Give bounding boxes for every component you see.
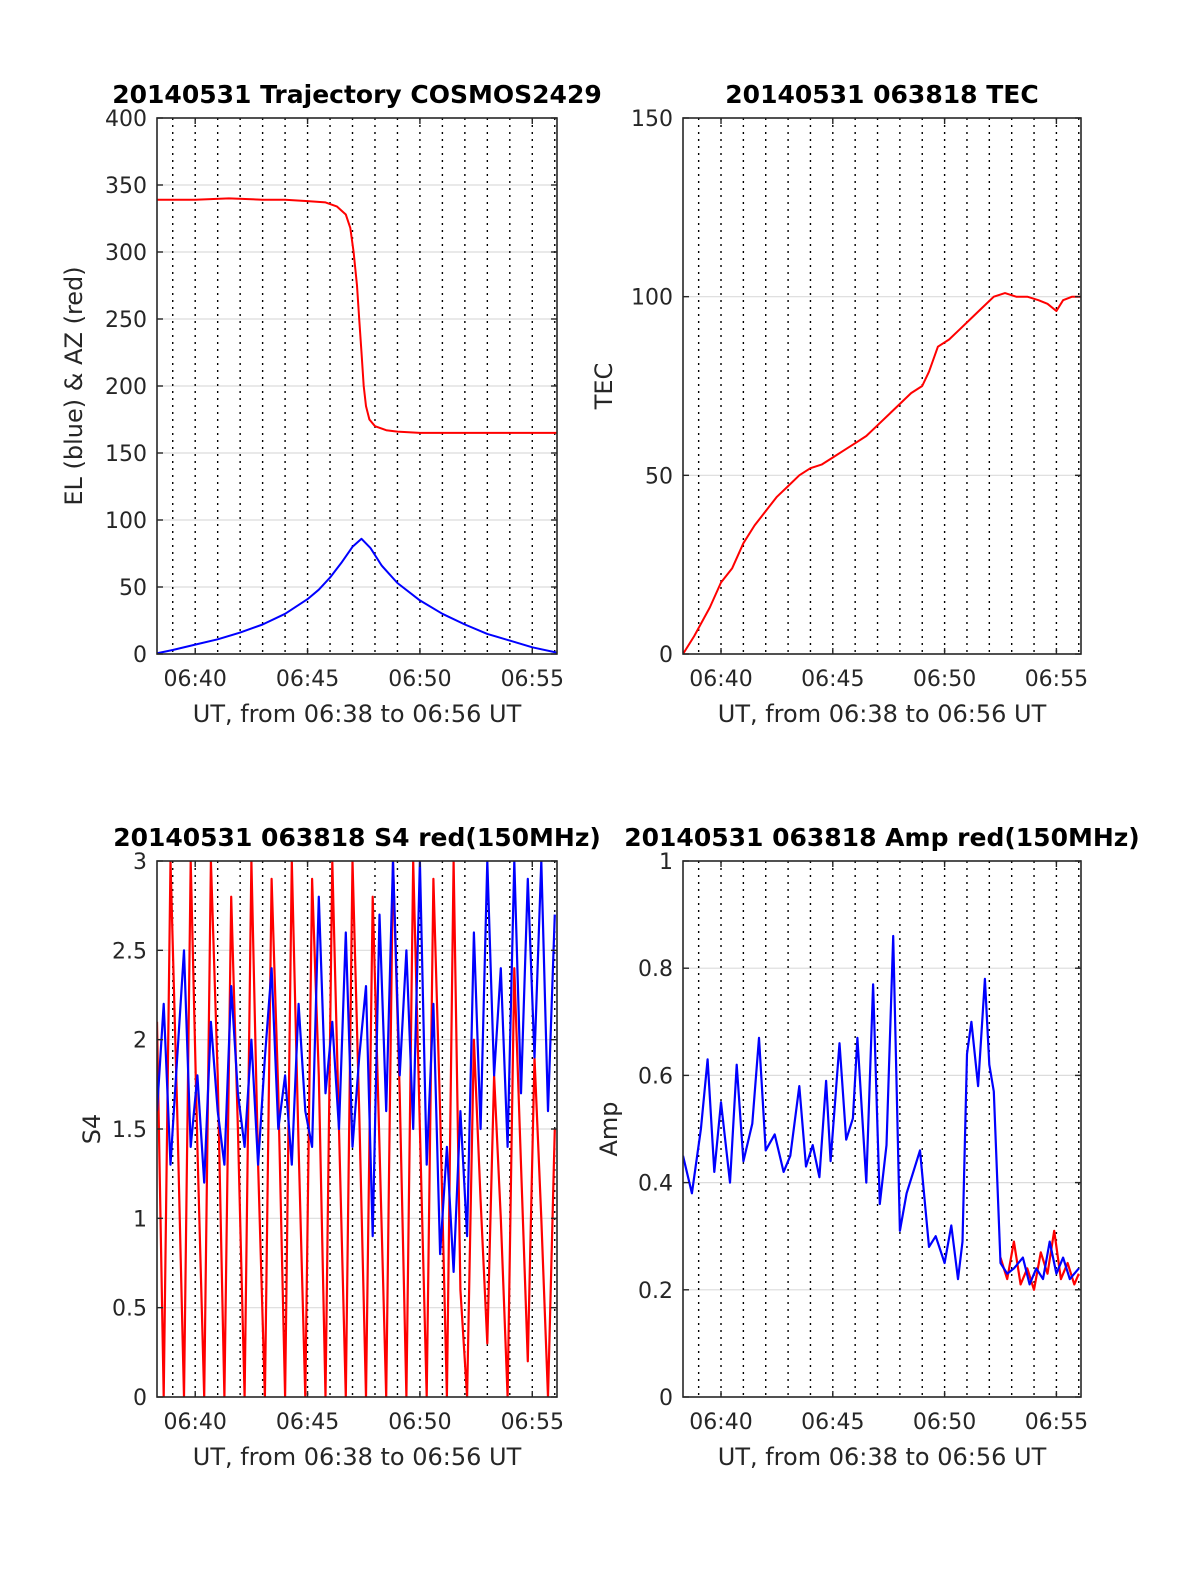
x-tick-label: 06:50: [388, 1410, 451, 1435]
y-tick-label: 1: [133, 1207, 147, 1232]
y-tick-label: 0.8: [638, 957, 673, 982]
series-line-0: [157, 197, 557, 434]
y-tick-label: 100: [631, 286, 673, 311]
panel-trajectory: 20140531 Trajectory COSMOS2429 0 50 100 150…: [60, 80, 602, 728]
x-tick-label: 06:50: [388, 667, 451, 692]
panel-title: 20140531 063818 TEC: [725, 80, 1038, 109]
panel-s4: 20140531 063818 S4 red(150MHz) 0 0.5 1 1.5 2…: [78, 823, 601, 1471]
x-tick-label: 06:40: [163, 667, 226, 692]
x-tick-label: 06:55: [1025, 667, 1088, 692]
x-axis-label: UT, from 06:38 to 06:56 UT: [193, 700, 522, 728]
y-tick-label: 150: [105, 442, 147, 467]
x-tick-label: 06:55: [1025, 1410, 1088, 1435]
y-tick-label: 250: [105, 308, 147, 333]
y-axis-label: S4: [78, 1114, 106, 1145]
axes-box: [682, 117, 1082, 655]
series-line-0: [683, 292, 1081, 654]
y-tick-label: 1.5: [112, 1118, 147, 1143]
y-tick-label: 400: [105, 107, 147, 132]
x-tick-label: 06:55: [501, 667, 564, 692]
y-tick-label: 0: [133, 643, 147, 668]
x-tick-label: 06:40: [163, 1410, 226, 1435]
x-tick-label: 06:50: [913, 667, 976, 692]
y-tick-label: 0.6: [638, 1064, 673, 1089]
y-tick-label: 1: [659, 850, 673, 875]
y-axis-label: EL (blue) & AZ (red): [60, 266, 88, 505]
x-tick-label: 06:50: [913, 1410, 976, 1435]
x-tick-label: 06:45: [801, 1410, 864, 1435]
plot-area: 0 0.2 0.4 0.6 0.8 1 06:40 06:45 06:50 06:55: [638, 850, 1088, 1435]
y-tick-label: 0: [659, 643, 673, 668]
axes-box: [682, 860, 1082, 1398]
y-tick-label: 50: [645, 464, 673, 489]
plot-area: 0 50 100 150 06:40 06:45 06:50 06:55: [631, 107, 1088, 692]
y-tick-label: 350: [105, 174, 147, 199]
y-tick-label: 100: [105, 509, 147, 534]
y-tick-label: 0: [133, 1386, 147, 1411]
y-tick-label: 150: [631, 107, 673, 132]
x-axis-label: UT, from 06:38 to 06:56 UT: [718, 700, 1047, 728]
y-tick-label: 0: [659, 1386, 673, 1411]
x-axis-label: UT, from 06:38 to 06:56 UT: [718, 1443, 1047, 1471]
y-tick-label: 0.4: [638, 1172, 673, 1197]
x-tick-label: 06:55: [501, 1410, 564, 1435]
y-tick-label: 3: [133, 850, 147, 875]
panel-title: 20140531 063818 S4 red(150MHz): [113, 823, 601, 852]
y-tick-label: 0.2: [638, 1279, 673, 1304]
series-line-1: [157, 861, 556, 1274]
x-tick-label: 06:45: [801, 667, 864, 692]
y-tick-label: 2: [133, 1029, 147, 1054]
panel-title: 20140531 063818 Amp red(150MHz): [624, 823, 1140, 852]
y-axis-label: TEC: [590, 363, 618, 411]
x-tick-label: 06:45: [276, 1410, 339, 1435]
series-line-0: [999, 1229, 1080, 1291]
y-tick-label: 0.5: [112, 1297, 147, 1322]
panel-title: 20140531 Trajectory COSMOS2429: [112, 80, 602, 109]
y-tick-label: 50: [119, 576, 147, 601]
x-tick-label: 06:40: [689, 667, 752, 692]
x-tick-label: 06:45: [276, 667, 339, 692]
series-line-1: [157, 537, 557, 654]
y-tick-label: 2.5: [112, 939, 147, 964]
x-tick-label: 06:40: [689, 1410, 752, 1435]
panel-amp: 20140531 063818 Amp red(150MHz) 00.20.40…: [595, 823, 1140, 1471]
x-axis-label: UT, from 06:38 to 06:56 UT: [193, 1443, 522, 1471]
series-line-0: [157, 861, 556, 1397]
plot-area: 0 0.5 1 1.5 2 2.5 3 06:40 06:45 06:50 06:55: [112, 850, 564, 1435]
plot-area: 0 50 100 150 200 250 300 350 400 06:40 06:45 06:50 0…: [105, 107, 564, 692]
series-line-1: [683, 934, 1080, 1286]
y-tick-label: 300: [105, 241, 147, 266]
y-tick-label: 200: [105, 375, 147, 400]
y-axis-label: Amp: [595, 1101, 623, 1156]
